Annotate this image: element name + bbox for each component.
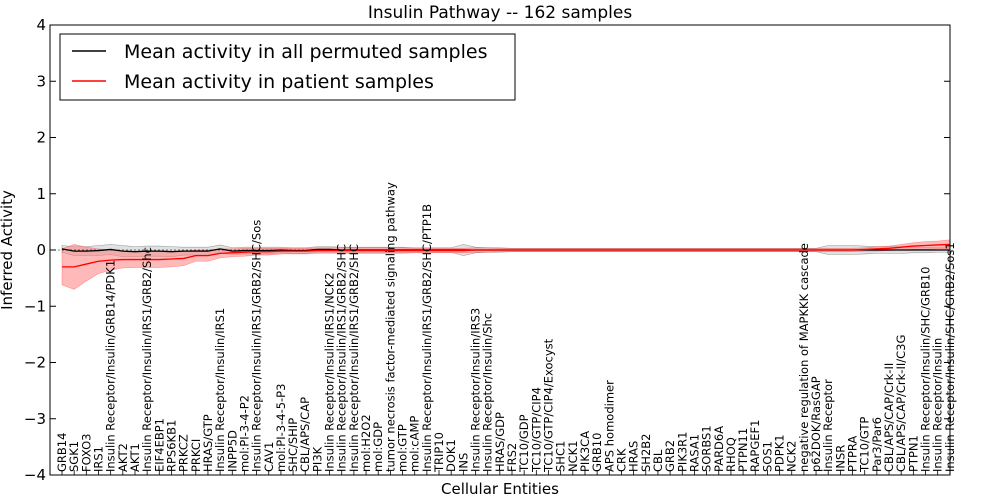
chart-title: Insulin Pathway -- 162 samples — [368, 3, 633, 23]
x-tick-label: TC10/GTP/CIP4 — [529, 387, 543, 473]
x-tick-label: CBL — [651, 449, 665, 472]
x-tick-label: mol:PI-3-4-5-P3 — [274, 384, 288, 472]
x-tick-label: TC10/GDP — [517, 414, 531, 473]
x-tick-label: Insulin Receptor — [821, 379, 835, 472]
x-tick-label: CBL/APS/CAP/Crk-II/C3G — [894, 335, 908, 472]
y-tick-label: −4 — [24, 466, 46, 484]
x-tick-label: Insulin Receptor/Insulin/IRS3 — [469, 308, 483, 472]
y-axis: −4 −3 −2 −1 0 1 2 3 4 — [24, 16, 950, 484]
x-tick-label: PTPRA — [846, 436, 860, 472]
x-tick-label: GRB10 — [590, 433, 604, 472]
x-tick-label: PTPN1 — [906, 435, 920, 472]
x-tick-label: INSR — [833, 445, 847, 472]
y-tick-label: 3 — [36, 72, 46, 90]
legend-box — [59, 33, 516, 101]
x-tick-label: DOK1 — [444, 439, 458, 472]
x-tick-label: AKT1 — [128, 443, 142, 472]
x-tick-label: CBL/APS/CAP/Crk-II — [882, 363, 896, 472]
y-tick-label: 1 — [36, 185, 46, 203]
x-tick-label: Insulin Receptor/Insulin/IRS1 — [213, 308, 227, 472]
x-tick-label: NCK2 — [785, 441, 799, 473]
x-tick-label: HRAS/GTP — [201, 414, 215, 472]
x-tick-label: PIK3R1 — [675, 432, 689, 473]
x-tick-label: RPS6KB1 — [164, 420, 178, 472]
x-tick-label: TRIP10 — [432, 432, 446, 473]
x-tick-label: Insulin Receptor/Insulin/IRS1/GRB2/SHC/S… — [250, 220, 264, 472]
x-tick-label: APS homodimer — [602, 380, 616, 472]
x-tick-label: SH2B2 — [639, 434, 653, 472]
x-tick-label: SHC/SHIP — [286, 418, 300, 472]
x-tick-label: PDPK1 — [773, 434, 787, 472]
legend: Mean activity in all permuted samples Me… — [59, 33, 516, 101]
x-tick-label: Insulin Receptor/Insulin/IRS1/GRB2/Shc — [140, 247, 154, 472]
x-tick-label: PIK3CA — [578, 431, 592, 472]
legend-label-permuted: Mean activity in all permuted samples — [124, 41, 487, 63]
x-tick-label: CRK — [614, 448, 628, 472]
x-tick-label: RHOQ — [724, 437, 738, 472]
y-tick-label: −3 — [24, 410, 46, 428]
x-tick-label: GRB2 — [663, 440, 677, 472]
x-tick-label: TC10/GTP — [858, 417, 872, 473]
patient-mean-line — [62, 243, 950, 268]
x-tick-label: Insulin Receptor/Insulin/IRS1/GRB2/SHC — [335, 244, 349, 472]
x-tick-label: SHC1 — [554, 441, 568, 472]
confidence-bands — [61, 239, 951, 290]
x-tick-label: mol:PI-3-4-P2 — [237, 395, 251, 472]
x-tick-label: Insulin Receptor/Insulin/Shc — [481, 313, 495, 472]
x-tick-label: RAPGEF1 — [748, 420, 762, 472]
x-axis-label: Cellular Entities — [441, 480, 559, 498]
x-tick-label: SOS1 — [760, 441, 774, 472]
x-tick-label: mol:GDP — [371, 422, 385, 472]
x-tick-label: negative regulation of MAPKKK cascade — [797, 243, 811, 472]
y-tick-label: 2 — [36, 129, 46, 147]
x-tick-label: RASA1 — [687, 434, 701, 472]
y-tick-label: 0 — [36, 241, 46, 259]
x-tick-label: AKT2 — [116, 443, 130, 472]
x-tick-label: p62DOK/RasGAP — [809, 376, 823, 472]
x-tick-label: Insulin Receptor/Insulin/IRS1/NCK2 — [323, 272, 337, 472]
x-tick-label: INPP5D — [225, 430, 239, 472]
x-tick-label: PRKCI — [189, 439, 203, 472]
x-tick-label: SGK1 — [67, 441, 81, 472]
x-tick-label: Par3/Par6 — [870, 417, 884, 472]
x-tick-label: HRAS/GDP — [493, 412, 507, 472]
x-tick-label: Insulin Receptor/Insulin/IRS1/GRB2/SHC — [347, 244, 361, 472]
series-lines — [61, 243, 950, 268]
x-tick-label: FRS2 — [505, 443, 519, 472]
y-tick-label: −1 — [24, 297, 46, 315]
x-tick-label: PRKCZ — [177, 434, 191, 472]
x-tick-label: Insulin Receptor/Insulin/IRS1/GRB2/SHC/P… — [420, 204, 434, 472]
x-tick-label: PARD6A — [712, 426, 726, 472]
x-tick-label: mol:GTP — [396, 424, 410, 472]
x-tick-label: mol:H2O2 — [359, 414, 373, 472]
y-tick-label: −2 — [24, 354, 46, 372]
x-tick-label: tumor necrosis factor-mediated signaling… — [383, 182, 397, 472]
x-tick-label: Insulin Receptor/Insulin — [931, 338, 945, 472]
x-tick-label: EIF4EBP1 — [152, 418, 166, 472]
y-axis-label: Inferred Activity — [0, 190, 16, 310]
x-tick-label: TC10/GTP/CIP4/Exocyst — [541, 338, 555, 473]
x-tick-label: INS — [456, 453, 470, 472]
x-tick-label: IRS1 — [91, 446, 105, 472]
x-tick-label: HRAS — [627, 441, 641, 472]
x-tick-label: PI3K — [310, 446, 324, 472]
x-tick-label: Insulin Receptor/Insulin/SHC/GRB10 — [919, 267, 933, 472]
x-tick-label: NCK1 — [566, 441, 580, 473]
x-tick-label: PTPN11 — [736, 428, 750, 472]
x-tick-label: GRB14 — [55, 433, 69, 472]
x-tick-label: CBL/APS/CAP — [298, 397, 312, 472]
x-tick-label: FOXO3 — [79, 434, 93, 472]
x-tick-label: CAV1 — [262, 442, 276, 472]
x-tick-label: Insulin Receptor/Insulin/GRB14/PDK1 — [104, 260, 118, 472]
x-tick-label: SORBS1 — [700, 425, 714, 472]
legend-label-patient: Mean activity in patient samples — [124, 71, 434, 93]
x-tick-label: mol:cAMP — [408, 416, 422, 472]
y-tick-label: 4 — [36, 16, 46, 34]
